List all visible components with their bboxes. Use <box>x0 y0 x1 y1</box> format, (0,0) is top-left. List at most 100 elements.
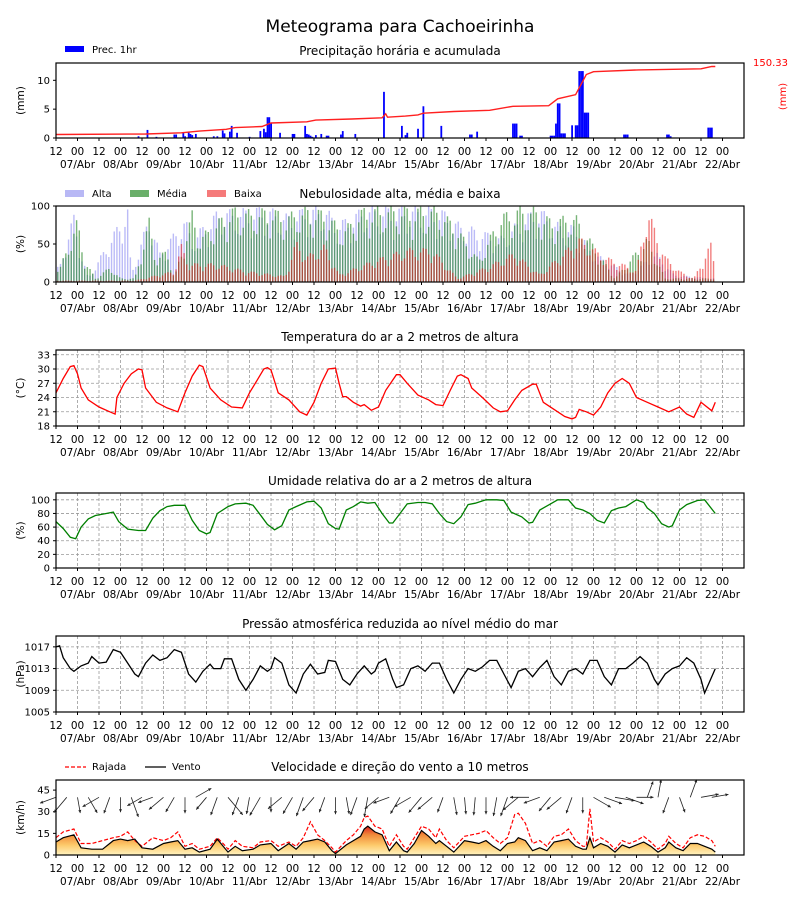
cloud-bar <box>94 280 97 282</box>
cloud-bar <box>285 230 287 282</box>
x-date-label: 21/Abr <box>662 447 698 459</box>
panel-title: Velocidade e direção do vento a 10 metro… <box>271 760 528 774</box>
x-hour-label: 00 <box>415 434 428 446</box>
x-hour-label: 12 <box>479 146 492 158</box>
y-tick-label: 1009 <box>25 686 50 697</box>
cloud-bar <box>366 262 368 282</box>
cloud-bar <box>457 238 459 282</box>
wind-arrow <box>502 797 519 811</box>
cloud-bar <box>161 275 164 282</box>
x-hour-label: 00 <box>243 576 256 588</box>
cloud-bar <box>245 213 247 282</box>
cloud-bar <box>350 223 352 282</box>
cloud-bar <box>153 259 156 282</box>
x-hour-label: 00 <box>71 576 84 588</box>
precip-bar <box>574 125 577 138</box>
wind-arrow-head <box>119 809 122 813</box>
cloud-bar <box>229 222 231 282</box>
wind-arrow-head <box>94 809 98 813</box>
x-hour-label: 12 <box>135 290 148 302</box>
legend-label: Rajada <box>92 762 126 773</box>
x-hour-label: 00 <box>501 290 514 302</box>
x-date-label: 17/Abr <box>490 447 526 459</box>
cloud-bar <box>675 270 677 282</box>
x-date-label: 16/Abr <box>447 447 483 459</box>
wind-arrow <box>82 796 100 808</box>
cloud-bar <box>304 260 306 282</box>
cloud-bar <box>186 264 188 282</box>
cloud-bar <box>250 215 252 282</box>
precip-bar <box>279 132 281 138</box>
x-date-label: 19/Abr <box>576 876 612 888</box>
wind-arrow <box>500 797 508 817</box>
precip-bar <box>400 125 403 138</box>
wind-arrow-head <box>510 795 513 799</box>
wind-arrow-head <box>283 810 286 814</box>
cloud-bar <box>161 252 164 282</box>
cloud-bar <box>274 277 277 282</box>
cloud-bar <box>468 273 470 282</box>
wind-arrow-head <box>502 807 507 811</box>
cloud-bar <box>446 270 449 282</box>
plot-frame <box>55 62 745 139</box>
cloud-series-baixa <box>57 218 715 282</box>
cloud-bar <box>307 256 309 282</box>
precip-bar <box>264 132 267 138</box>
x-hour-label: 12 <box>92 576 105 588</box>
cloud-bar <box>140 244 142 282</box>
cloud-bar <box>153 275 156 282</box>
x-date-label: 10/Abr <box>189 303 225 315</box>
cloud-bar <box>597 252 599 282</box>
cloud-bar <box>118 231 121 282</box>
x-date-label: 18/Abr <box>533 876 569 888</box>
precip-bar <box>556 103 559 138</box>
x-hour-label: 12 <box>178 863 191 875</box>
cloud-bar <box>505 258 508 282</box>
cloud-bar <box>387 212 390 282</box>
x-date-label: 17/Abr <box>490 589 526 601</box>
cloud-bar <box>384 228 387 282</box>
cloud-bar <box>540 273 543 282</box>
precip-bar <box>521 135 523 138</box>
x-date-label: 20/Abr <box>619 589 655 601</box>
cloud-bar <box>696 271 699 282</box>
x-hour-label: 00 <box>200 290 213 302</box>
x-date-label: 17/Abr <box>490 159 526 171</box>
wind-arrow-head <box>662 809 666 814</box>
x-hour-label: 12 <box>436 290 449 302</box>
x-date-label: 12/Abr <box>275 447 311 459</box>
x-hour-label: 00 <box>372 434 385 446</box>
x-hour-label: 00 <box>630 290 643 302</box>
cloud-bar <box>105 280 107 282</box>
wind-arrow-head <box>484 811 488 815</box>
cloud-bar <box>280 222 282 282</box>
x-hour-label: 00 <box>630 146 643 158</box>
x-hour-label: 00 <box>501 863 514 875</box>
cloud-bar <box>446 216 449 282</box>
x-hour-label: 12 <box>135 576 148 588</box>
x-hour-label: 12 <box>307 720 320 732</box>
x-hour-label: 00 <box>544 576 557 588</box>
x-hour-label: 12 <box>479 290 492 302</box>
cloud-bar <box>110 242 113 282</box>
precip-bar <box>340 134 342 138</box>
x-hour-label: 12 <box>694 720 707 732</box>
y-tick-label: 80 <box>37 509 50 520</box>
wind-arrow-head <box>245 810 249 815</box>
wind-area <box>56 826 716 855</box>
x-hour-label: 12 <box>178 290 191 302</box>
cloud-bar <box>67 254 70 282</box>
wind-panel: Velocidade e direção do vento a 10 metro… <box>15 760 745 888</box>
cloud-bar <box>710 242 712 282</box>
wind-arrow-head <box>725 793 729 797</box>
x-date-label: 16/Abr <box>447 733 483 745</box>
series-line <box>55 499 716 540</box>
cloud-bar <box>468 231 470 282</box>
wind-arrow-head <box>640 801 644 805</box>
x-date-label: 22/Abr <box>705 159 741 171</box>
x-date-label: 21/Abr <box>662 589 698 601</box>
x-hour-label: 00 <box>716 576 729 588</box>
x-hour-label: 00 <box>157 720 170 732</box>
cloud-bar <box>143 279 145 282</box>
y-tick-label: 0 <box>44 134 50 145</box>
